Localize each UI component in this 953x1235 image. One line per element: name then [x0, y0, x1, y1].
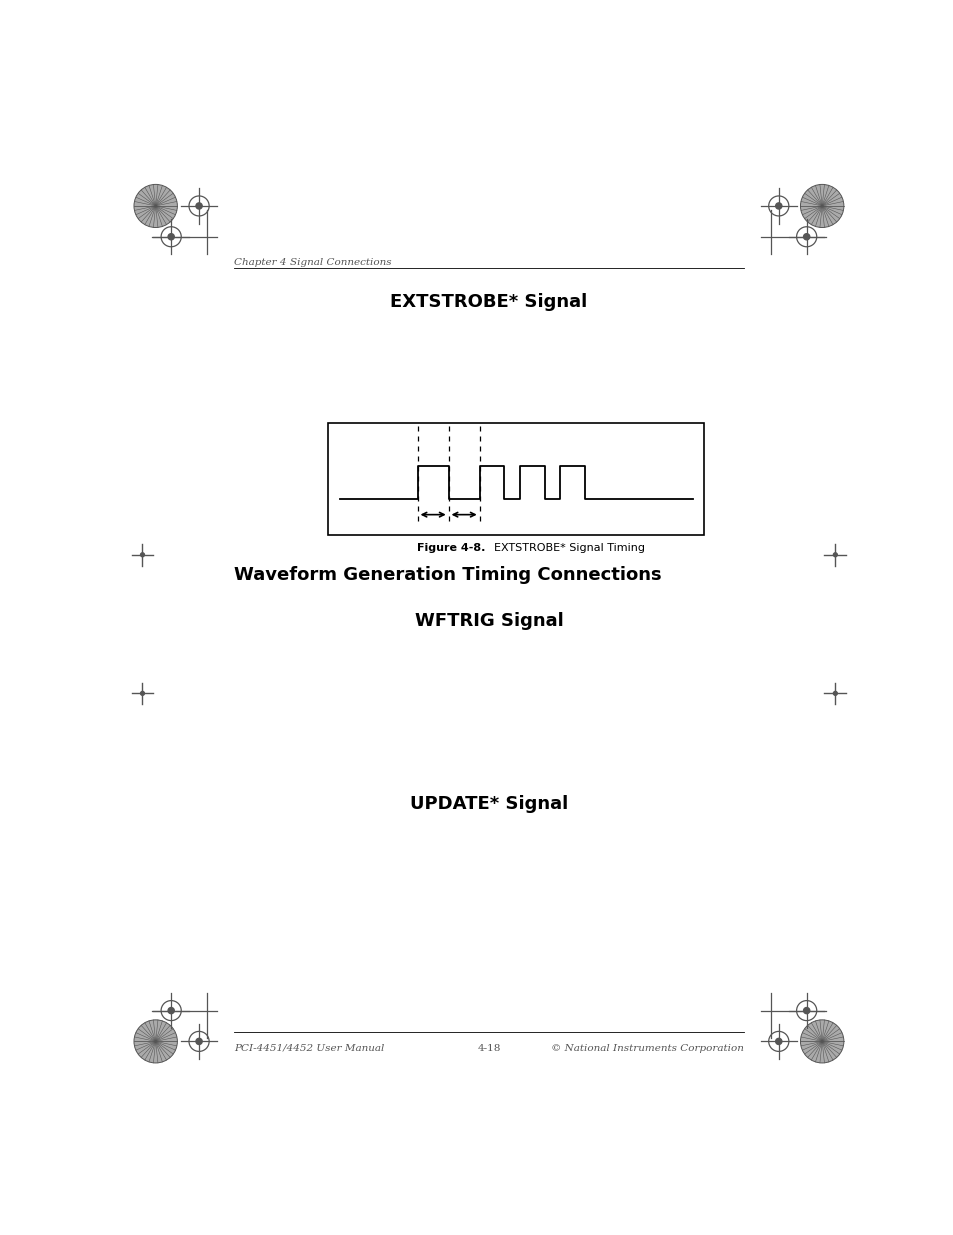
Circle shape: [195, 203, 202, 209]
Circle shape: [800, 1020, 843, 1063]
Circle shape: [133, 1020, 177, 1063]
Text: EXTSTROBE* Signal Timing: EXTSTROBE* Signal Timing: [486, 543, 644, 553]
Circle shape: [775, 1039, 781, 1045]
Circle shape: [833, 692, 837, 695]
Text: PCI-4451/4452 User Manual: PCI-4451/4452 User Manual: [233, 1044, 384, 1052]
Circle shape: [802, 1008, 809, 1014]
Text: 4-18: 4-18: [476, 1044, 500, 1052]
Text: Figure 4-8.: Figure 4-8.: [416, 543, 484, 553]
Text: Waveform Generation Timing Connections: Waveform Generation Timing Connections: [233, 567, 660, 584]
Text: WFTRIG Signal: WFTRIG Signal: [415, 611, 562, 630]
Circle shape: [195, 1039, 202, 1045]
Circle shape: [168, 1008, 174, 1014]
Text: Signal Connections: Signal Connections: [290, 258, 391, 267]
Circle shape: [133, 184, 177, 227]
Circle shape: [775, 203, 781, 209]
Circle shape: [802, 233, 809, 240]
Circle shape: [800, 184, 843, 227]
Text: © National Instruments Corporation: © National Instruments Corporation: [551, 1044, 743, 1052]
Circle shape: [168, 233, 174, 240]
Text: UPDATE* Signal: UPDATE* Signal: [410, 795, 567, 813]
Text: EXTSTROBE* Signal: EXTSTROBE* Signal: [390, 293, 587, 311]
Circle shape: [833, 553, 837, 557]
Circle shape: [140, 692, 144, 695]
Bar: [328, 424, 703, 535]
Text: Chapter 4: Chapter 4: [233, 258, 286, 267]
Circle shape: [140, 553, 144, 557]
